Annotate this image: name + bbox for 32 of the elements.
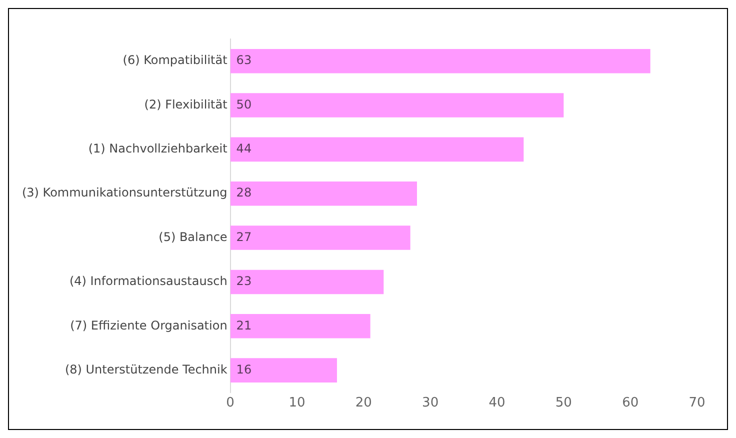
bar [230,314,370,338]
x-tick-label: 40 [488,396,506,411]
bar [230,181,417,206]
data-label: 50 [236,97,252,112]
bar [230,226,410,250]
data-label: 16 [236,362,252,376]
y-tick-label: (7) Effiziente Organisation [70,318,228,332]
data-label: 23 [236,274,252,288]
x-tick-label: 0 [226,396,234,411]
x-tick-label: 70 [688,396,706,411]
y-tick-label: (1) Nachvollziehbarkeit [88,142,228,156]
bar [230,137,524,162]
bar [230,358,337,382]
data-label: 63 [236,53,252,68]
x-tick-label: 50 [555,396,572,411]
bar [230,93,564,118]
y-tick-label: (4) Informationsaustausch [69,274,228,288]
y-tick-label: (8) Unterstützende Technik [64,362,228,376]
y-tick-label: (2) Flexibilität [144,97,228,112]
bar [230,48,650,74]
y-tick-label: (6) Kompatibilität [122,53,228,68]
data-label: 21 [236,318,252,332]
y-tick-label: (5) Balance [158,230,228,244]
x-tick-label: 10 [288,396,306,411]
y-tick-label: (3) Kommunikationsunterstützung [22,186,228,200]
data-label: 28 [236,186,252,200]
data-label: 27 [236,230,252,244]
data-label: 44 [236,142,252,156]
x-tick-label: 30 [422,396,439,411]
x-tick-label: 60 [622,396,639,411]
bar [230,270,384,294]
x-tick-label: 20 [355,396,372,411]
